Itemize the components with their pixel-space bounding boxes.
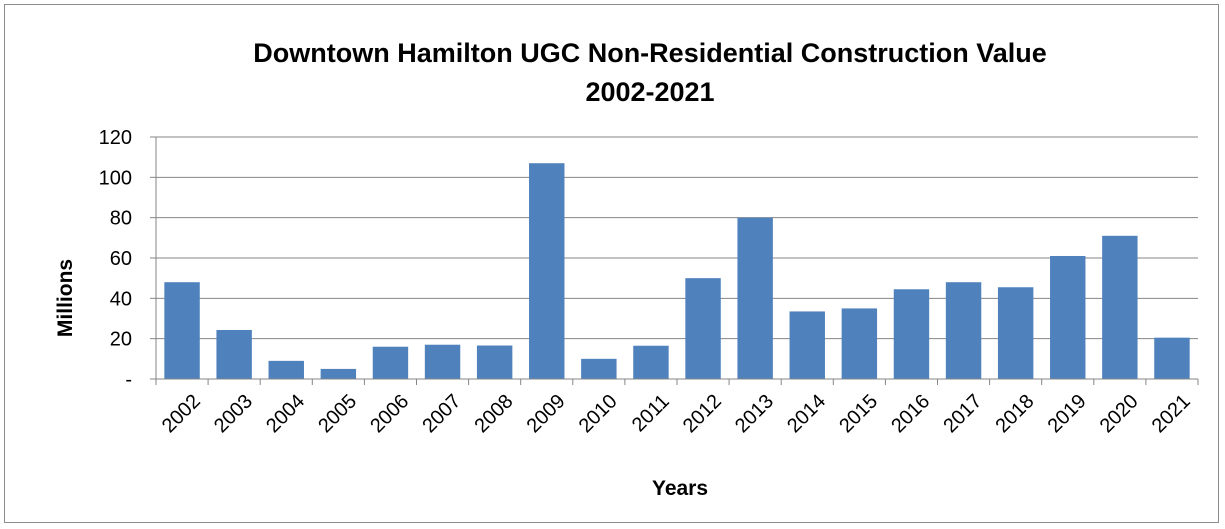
bar-2003 — [216, 329, 252, 379]
bar-2005 — [320, 368, 357, 379]
x-tick-label: 2010 — [575, 390, 622, 437]
y-axis-title: Millions — [54, 259, 77, 337]
chart-title-line-1: Downtown Hamilton UGC Non-Residential Co… — [253, 38, 1047, 68]
bar-2018 — [997, 287, 1034, 379]
x-tick-label: 2007 — [418, 390, 465, 437]
x-tick-label: 2015 — [835, 390, 882, 437]
bar-2006 — [372, 346, 409, 379]
chart-title-line-2: 2002-2021 — [585, 77, 714, 107]
x-tick-label: 2008 — [470, 390, 517, 437]
bar-2015 — [841, 308, 878, 379]
x-tick-label: 2005 — [314, 390, 361, 437]
y-tick-label: 20 — [110, 329, 132, 351]
bar-2011 — [633, 345, 669, 379]
x-axis-title: Years — [652, 477, 708, 500]
bar-2004 — [268, 360, 304, 379]
bar-2008 — [476, 345, 513, 379]
x-tick-label: 2009 — [523, 390, 570, 437]
y-tick-label: 80 — [110, 208, 132, 230]
x-tick-label: 2006 — [366, 390, 413, 437]
bar-2017 — [945, 282, 982, 379]
bar-2021 — [1154, 337, 1190, 379]
x-tick-labels: 2002 2003 2004 2005 2006 2007 2008 2009 2010 2011… — [158, 390, 1195, 437]
y-tick-label: 120 — [99, 127, 132, 149]
y-tick-label: - — [125, 369, 132, 391]
y-tick-label: 100 — [99, 167, 132, 189]
bar-2014 — [789, 311, 825, 379]
x-tick-label: 2013 — [731, 390, 778, 437]
bar-2012 — [685, 278, 721, 379]
x-tick-label: 2016 — [887, 390, 934, 437]
y-tick-label: 40 — [110, 288, 132, 310]
x-tick-label: 2002 — [158, 390, 205, 437]
axes — [155, 137, 1199, 385]
gridlines — [150, 136, 1198, 380]
x-tick-label: 2017 — [939, 390, 986, 437]
bar-2010 — [581, 358, 617, 379]
x-tick-label: 2004 — [262, 390, 309, 437]
bar-2013 — [737, 217, 773, 379]
y-tick-labels: - 20 40 60 80 100 120 — [99, 127, 132, 391]
x-tick-label: 2012 — [679, 390, 726, 437]
x-tick-label: 2011 — [628, 390, 674, 436]
bar-2020 — [1102, 235, 1138, 379]
bar-2007 — [424, 344, 461, 379]
x-tick-label: 2020 — [1096, 390, 1143, 437]
bar-2009 — [529, 163, 565, 379]
x-tick-label: 2003 — [210, 390, 257, 437]
x-tick-label: 2018 — [991, 390, 1038, 437]
y-tick-label: 60 — [110, 248, 132, 270]
chart-frame — [4, 4, 1219, 523]
bar-2016 — [893, 289, 930, 379]
x-tick-label: 2019 — [1044, 390, 1091, 437]
bars — [164, 163, 1190, 379]
x-tick-label: 2021 — [1148, 390, 1195, 437]
x-tick-label: 2014 — [783, 390, 830, 437]
bar-2002 — [164, 282, 200, 379]
bar-2019 — [1050, 255, 1086, 379]
